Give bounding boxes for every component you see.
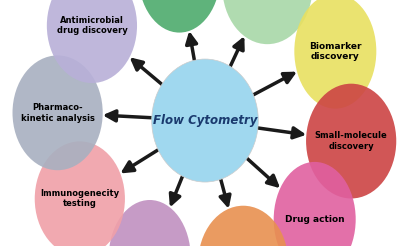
- Text: Flow Cytometry: Flow Cytometry: [153, 114, 256, 127]
- Text: Small-molecule
discovery: Small-molecule discovery: [314, 131, 387, 151]
- Text: Pharmaco-
kinetic analysis: Pharmaco- kinetic analysis: [20, 103, 94, 123]
- Ellipse shape: [47, 0, 137, 83]
- Ellipse shape: [35, 141, 125, 246]
- Text: Drug action: Drug action: [284, 215, 344, 224]
- Text: Biomarker
discovery: Biomarker discovery: [308, 42, 361, 61]
- Ellipse shape: [198, 206, 288, 246]
- Ellipse shape: [12, 55, 102, 170]
- Text: Antimicrobial
drug discovery: Antimicrobial drug discovery: [56, 16, 127, 35]
- Ellipse shape: [138, 0, 220, 32]
- Ellipse shape: [294, 0, 375, 109]
- Text: Immunogenecity
testing: Immunogenecity testing: [40, 189, 119, 208]
- Ellipse shape: [151, 59, 258, 182]
- Ellipse shape: [222, 0, 312, 44]
- Ellipse shape: [273, 162, 355, 246]
- Ellipse shape: [305, 84, 395, 199]
- Ellipse shape: [108, 200, 190, 246]
